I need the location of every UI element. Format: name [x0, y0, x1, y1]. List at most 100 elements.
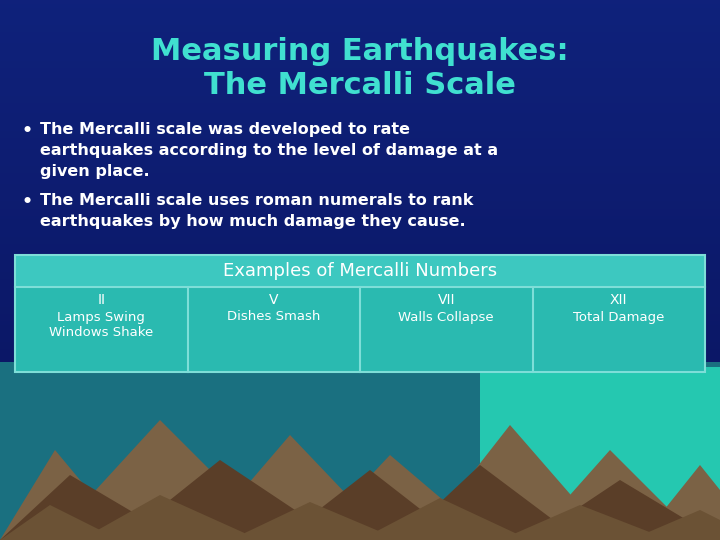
- Bar: [0, 121, 720, 122]
- Bar: [0, 512, 720, 513]
- Bar: [0, 61, 720, 62]
- Bar: [0, 334, 720, 335]
- Bar: [0, 208, 720, 209]
- Polygon shape: [530, 480, 720, 540]
- Bar: [0, 461, 720, 462]
- Bar: [0, 242, 720, 243]
- Bar: [0, 407, 720, 408]
- Bar: [0, 128, 720, 129]
- Bar: [0, 378, 720, 379]
- Bar: [0, 386, 720, 387]
- Text: Dishes Smash: Dishes Smash: [227, 310, 320, 323]
- Bar: [0, 145, 720, 146]
- Bar: [0, 200, 720, 201]
- Bar: [0, 43, 720, 44]
- Bar: [0, 105, 720, 106]
- Bar: [0, 536, 720, 537]
- Bar: [0, 383, 720, 384]
- Text: earthquakes according to the level of damage at a: earthquakes according to the level of da…: [40, 143, 498, 158]
- Bar: [0, 481, 720, 482]
- Bar: [0, 84, 720, 85]
- Polygon shape: [50, 420, 280, 540]
- Bar: [0, 362, 720, 540]
- Bar: [0, 303, 720, 304]
- Text: •: •: [22, 193, 33, 211]
- Bar: [0, 364, 720, 365]
- Bar: [0, 93, 720, 94]
- Bar: [0, 97, 720, 98]
- Bar: [0, 7, 720, 8]
- Bar: [0, 57, 720, 58]
- Bar: [0, 500, 720, 501]
- Bar: [0, 488, 720, 489]
- Bar: [0, 155, 720, 156]
- Bar: [0, 55, 720, 56]
- Bar: [15, 287, 705, 372]
- Bar: [0, 23, 720, 24]
- Bar: [0, 523, 720, 524]
- Bar: [0, 134, 720, 135]
- Text: Total Damage: Total Damage: [573, 310, 665, 323]
- Bar: [0, 465, 720, 466]
- Bar: [0, 315, 720, 316]
- Bar: [0, 510, 720, 511]
- Bar: [0, 194, 720, 195]
- Bar: [0, 52, 720, 53]
- Bar: [0, 366, 720, 367]
- Polygon shape: [230, 502, 400, 540]
- Bar: [0, 418, 720, 419]
- Bar: [0, 431, 720, 432]
- Bar: [0, 169, 720, 170]
- Bar: [0, 217, 720, 218]
- Bar: [0, 286, 720, 287]
- Bar: [0, 186, 720, 187]
- Bar: [0, 269, 720, 270]
- Bar: [0, 324, 720, 325]
- Bar: [0, 63, 720, 64]
- Bar: [0, 422, 720, 423]
- Bar: [0, 259, 720, 260]
- Bar: [0, 98, 720, 99]
- Bar: [0, 72, 720, 73]
- Bar: [0, 86, 720, 87]
- Bar: [0, 356, 720, 357]
- Text: II: II: [97, 293, 105, 307]
- Bar: [0, 196, 720, 197]
- Bar: [0, 139, 720, 140]
- Bar: [0, 80, 720, 81]
- Bar: [0, 197, 720, 198]
- Bar: [0, 162, 720, 163]
- Bar: [0, 283, 720, 284]
- Bar: [0, 74, 720, 75]
- Bar: [0, 70, 720, 71]
- Bar: [0, 309, 720, 310]
- Bar: [0, 206, 720, 207]
- Bar: [0, 185, 720, 186]
- Bar: [0, 357, 720, 358]
- Bar: [0, 147, 720, 148]
- Bar: [0, 266, 720, 267]
- Bar: [0, 22, 720, 23]
- Bar: [0, 373, 720, 374]
- Bar: [0, 290, 720, 291]
- Bar: [0, 362, 720, 363]
- Bar: [0, 239, 720, 240]
- Bar: [0, 0, 720, 1]
- Bar: [0, 182, 720, 183]
- Bar: [0, 257, 720, 258]
- Bar: [0, 287, 720, 288]
- Bar: [0, 312, 720, 313]
- Bar: [0, 469, 720, 470]
- Bar: [0, 94, 720, 95]
- Bar: [0, 475, 720, 476]
- Polygon shape: [500, 505, 670, 540]
- Bar: [0, 110, 720, 111]
- Bar: [0, 349, 720, 350]
- Bar: [0, 270, 720, 271]
- Bar: [0, 294, 720, 295]
- Bar: [0, 411, 720, 412]
- Bar: [0, 346, 720, 347]
- Bar: [0, 301, 720, 302]
- Bar: [0, 330, 720, 331]
- Bar: [0, 175, 720, 176]
